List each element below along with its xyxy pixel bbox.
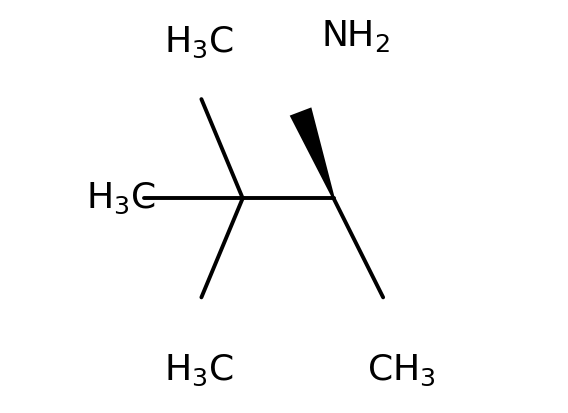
Text: CH$_3$: CH$_3$ [366,353,435,388]
Text: H$_3$C: H$_3$C [86,180,156,216]
Text: NH$_2$: NH$_2$ [321,18,390,54]
Text: H$_3$C: H$_3$C [164,353,234,388]
Polygon shape [290,107,335,199]
Text: H$_3$C: H$_3$C [164,25,234,60]
